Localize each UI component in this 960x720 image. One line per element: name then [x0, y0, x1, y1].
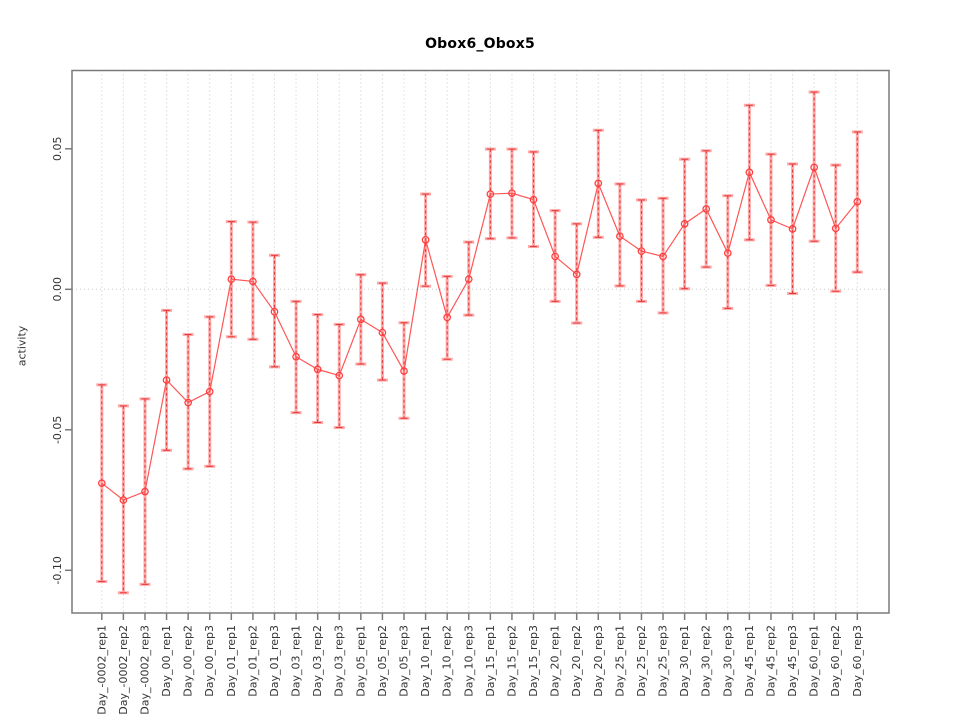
x-tick-label: Day_30_rep2: [700, 625, 713, 697]
data-point: [486, 190, 495, 198]
x-tick-label: Day_03_rep1: [290, 625, 303, 697]
x-tick-label: Day_30_rep3: [721, 625, 734, 697]
data-point: [745, 168, 754, 177]
x-tick-label: Day_25_rep1: [613, 625, 626, 697]
x-tick-label: Day_20_rep2: [570, 625, 583, 697]
x-tick-label: Day_-0002_rep1: [95, 625, 108, 715]
data-point: [853, 197, 862, 206]
x-tick-label: Day_45_rep3: [786, 625, 799, 697]
data-point: [119, 496, 128, 504]
x-tick-label: Day_10_rep3: [462, 625, 475, 697]
data-point: [335, 371, 344, 380]
data-point: [508, 189, 516, 198]
x-tick-label: Day_60_rep1: [808, 625, 821, 697]
y-tick-label: -0.05: [51, 416, 64, 444]
x-tick-label: Day_25_rep3: [657, 625, 670, 697]
x-axis: Day_-0002_rep1 Day_-0002_rep2 Day_-0002_re…: [95, 613, 864, 715]
data-point: [464, 275, 473, 284]
data-point: [594, 179, 603, 188]
data-point: [292, 352, 300, 361]
data-point: [205, 387, 214, 396]
x-tick-label: Day_60_rep3: [851, 625, 864, 697]
data-point: [680, 219, 689, 228]
data-point: [810, 163, 818, 172]
plot-frame: [71, 69, 890, 614]
x-tick-label: Day_05_rep2: [376, 625, 389, 697]
x-tick-label: Day_00_rep2: [182, 625, 195, 697]
y-tick-label: -0.10: [51, 556, 64, 584]
x-tick-label: Day_03_rep3: [333, 625, 346, 697]
error-bar: [312, 313, 324, 424]
data-point: [572, 270, 581, 279]
x-tick-label: Day_25_rep2: [635, 625, 648, 697]
data-point: [421, 235, 430, 244]
data-point: [702, 205, 711, 213]
y-axis-title-text: activity: [15, 325, 29, 367]
x-tick-label: Day_00_rep1: [160, 625, 173, 697]
x-tick-label: Day_01_rep1: [225, 625, 238, 697]
x-tick-label: Day_05_rep1: [354, 625, 367, 697]
data-points: [97, 163, 862, 504]
data-point: [529, 195, 538, 204]
data-point: [227, 275, 236, 284]
data-point: [767, 216, 775, 224]
data-point: [162, 376, 171, 384]
data-point: [659, 252, 667, 261]
data-point: [443, 313, 452, 322]
x-tick-label: Day_15_rep2: [505, 625, 518, 697]
x-tick-label: Day_30_rep1: [678, 625, 691, 697]
x-tick-label: Day_15_rep1: [484, 625, 497, 697]
error-bar: [376, 281, 388, 382]
chart-title: Obox6_Obox5: [425, 36, 535, 52]
x-tick-label: Day_01_rep3: [268, 625, 281, 697]
x-tick-label: Day_10_rep2: [441, 625, 454, 697]
gridlines: [72, 70, 889, 613]
series-line: [101, 165, 858, 501]
y-axis: 0.05 0.00 -0.05 -0.10: [51, 137, 72, 585]
data-point: [97, 479, 106, 488]
x-tick-label: Day_05_rep3: [398, 625, 411, 697]
data-point: [378, 328, 387, 337]
data-point: [249, 277, 257, 286]
error-bars: [96, 90, 863, 595]
x-tick-label: Day_15_rep3: [527, 625, 540, 697]
data-point: [184, 398, 192, 407]
y-tick-label: 0.00: [51, 277, 64, 302]
data-point: [356, 315, 365, 324]
x-tick-label: Day_03_rep2: [311, 625, 324, 697]
x-tick-label: Day_60_rep2: [829, 625, 842, 697]
data-point: [551, 252, 559, 261]
data-point: [831, 224, 840, 233]
x-tick-label: Day_20_rep1: [549, 625, 562, 697]
data-point: [616, 232, 624, 241]
error-bar: [247, 220, 259, 341]
x-tick-label: Day_45_rep2: [764, 625, 777, 697]
data-point: [313, 365, 322, 374]
x-tick-label: Day_-0002_rep2: [117, 625, 130, 715]
data-point: [141, 487, 149, 496]
x-tick-label: Day_-0002_rep3: [138, 625, 151, 715]
x-tick-label: Day_00_rep3: [203, 625, 216, 697]
y-tick-label: 0.05: [51, 137, 64, 162]
data-point: [788, 225, 797, 233]
data-point: [723, 249, 732, 257]
x-tick-label: Day_10_rep1: [419, 625, 432, 697]
x-tick-label: Day_45_rep1: [743, 625, 756, 697]
data-point: [400, 367, 408, 375]
data-point: [637, 247, 646, 255]
x-tick-label: Day_01_rep2: [246, 625, 259, 697]
data-point: [270, 307, 279, 316]
x-tick-label: Day_20_rep3: [592, 625, 605, 697]
